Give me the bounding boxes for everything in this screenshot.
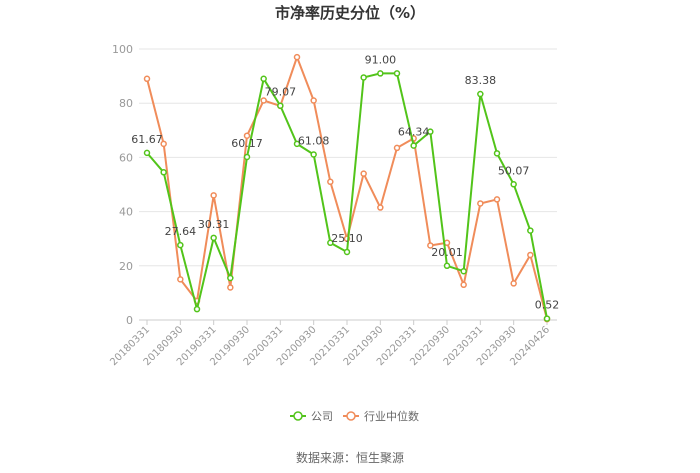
- data-point-company[interactable]: [160, 169, 167, 176]
- chart-title: 市净率历史分位（%）: [275, 4, 425, 22]
- legend[interactable]: 公司 行业中位数: [290, 409, 419, 423]
- data-point-company[interactable]: [393, 70, 401, 77]
- data-point-company[interactable]: [443, 262, 451, 270]
- data-label: 60.17: [231, 137, 263, 150]
- data-label: 0.52: [535, 299, 560, 312]
- data-label: 30.31: [198, 218, 230, 231]
- data-point-industry-median[interactable]: [510, 280, 517, 287]
- data-point-industry-median[interactable]: [243, 132, 251, 139]
- data-point-industry-median[interactable]: [293, 53, 301, 61]
- y-tick-label: 0: [126, 314, 133, 327]
- data-point-company[interactable]: [360, 74, 367, 81]
- data-label: 64.34: [398, 126, 430, 139]
- y-tick-label: 40: [119, 206, 133, 219]
- legend-item-industry-median[interactable]: 行业中位数: [343, 409, 419, 423]
- data-label: 61.67: [131, 133, 163, 146]
- data-point-industry-median[interactable]: [427, 242, 434, 249]
- data-point-company[interactable]: [510, 181, 517, 188]
- data-point-company[interactable]: [177, 241, 184, 249]
- data-label: 27.64: [165, 225, 197, 238]
- data-point-company[interactable]: [277, 102, 284, 109]
- data-point-industry-median[interactable]: [210, 192, 217, 199]
- data-point-company[interactable]: [260, 75, 267, 83]
- data-label: 83.38: [465, 74, 497, 87]
- data-point-industry-median[interactable]: [327, 178, 334, 186]
- data-label: 50.07: [498, 164, 530, 177]
- data-point-company[interactable]: [477, 90, 484, 98]
- y-tick-label: 60: [119, 151, 133, 164]
- data-point-company[interactable]: [427, 128, 434, 135]
- axis-layer: 0204060801002018033120180930201903312019…: [108, 43, 552, 368]
- data-point-company[interactable]: [527, 227, 534, 234]
- legend-label: 公司: [311, 410, 333, 423]
- legend-marker-icon: [346, 411, 356, 421]
- data-point-company[interactable]: [193, 305, 201, 313]
- data-point-company[interactable]: [460, 267, 467, 275]
- data-label: 91.00: [365, 53, 397, 66]
- data-point-industry-median[interactable]: [160, 140, 167, 148]
- data-point-industry-median[interactable]: [310, 97, 317, 104]
- data-point-industry-median[interactable]: [477, 200, 484, 207]
- data-point-company[interactable]: [377, 70, 384, 77]
- data-point-company[interactable]: [227, 274, 234, 282]
- data-point-company[interactable]: [293, 140, 301, 148]
- data-label: 25.10: [331, 232, 363, 245]
- data-point-industry-median[interactable]: [177, 276, 184, 283]
- data-point-company[interactable]: [327, 239, 334, 247]
- data-point-company[interactable]: [143, 149, 151, 157]
- data-point-industry-median[interactable]: [360, 170, 367, 177]
- series-line-company: [146, 72, 548, 319]
- y-tick-label: 100: [112, 43, 133, 56]
- legend-item-company[interactable]: 公司: [290, 410, 333, 423]
- series-line-industry-median: [146, 56, 548, 320]
- series-layer: [143, 53, 551, 323]
- data-point-industry-median[interactable]: [527, 251, 534, 259]
- data-point-industry-median[interactable]: [393, 144, 401, 152]
- data-point-industry-median[interactable]: [460, 281, 467, 289]
- legend-marker-icon: [293, 411, 303, 421]
- data-point-industry-median[interactable]: [260, 97, 267, 104]
- data-label: 79.07: [265, 86, 297, 99]
- data-point-industry-median[interactable]: [377, 204, 384, 211]
- data-point-industry-median[interactable]: [493, 196, 501, 203]
- data-point-company[interactable]: [493, 150, 501, 157]
- data-point-industry-median[interactable]: [227, 284, 234, 291]
- legend-label: 行业中位数: [364, 409, 419, 423]
- data-point-company[interactable]: [543, 315, 551, 322]
- grid-layer: [139, 48, 557, 321]
- data-label: 20.01: [431, 246, 463, 259]
- y-tick-label: 80: [119, 97, 133, 110]
- y-tick-label: 20: [119, 260, 133, 273]
- data-point-company[interactable]: [343, 248, 351, 256]
- data-point-company[interactable]: [310, 151, 317, 158]
- data-source-note: 数据来源：恒生聚源: [296, 450, 404, 465]
- data-point-company[interactable]: [243, 153, 251, 161]
- data-point-industry-median[interactable]: [143, 75, 151, 83]
- data-point-company[interactable]: [210, 234, 217, 242]
- data-point-company[interactable]: [410, 142, 417, 149]
- data-label: 61.08: [298, 134, 330, 147]
